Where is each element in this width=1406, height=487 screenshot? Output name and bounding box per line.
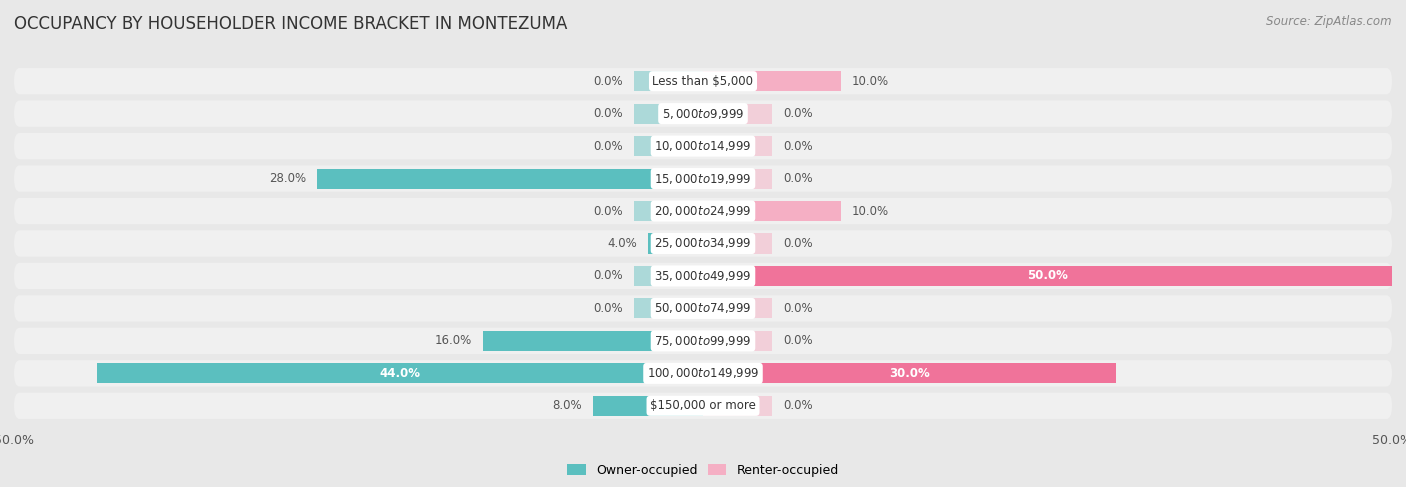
Text: Less than $5,000: Less than $5,000 [652,75,754,88]
Bar [703,104,772,124]
Text: 8.0%: 8.0% [553,399,582,412]
FancyBboxPatch shape [14,230,1392,257]
Text: 0.0%: 0.0% [783,172,813,185]
FancyBboxPatch shape [14,133,1392,159]
Bar [482,331,703,351]
Text: 10.0%: 10.0% [852,205,889,218]
Text: 0.0%: 0.0% [593,302,623,315]
Text: 0.0%: 0.0% [593,140,623,152]
Text: $15,000 to $19,999: $15,000 to $19,999 [654,171,752,186]
Text: Source: ZipAtlas.com: Source: ZipAtlas.com [1267,15,1392,28]
Bar [318,169,703,188]
Bar [593,396,703,416]
Text: 16.0%: 16.0% [434,335,471,347]
Text: 0.0%: 0.0% [593,75,623,88]
Bar [634,136,703,156]
Text: 0.0%: 0.0% [783,399,813,412]
Text: 0.0%: 0.0% [783,107,813,120]
Text: 44.0%: 44.0% [380,367,420,380]
Bar [703,71,841,91]
Text: 10.0%: 10.0% [852,75,889,88]
Text: 0.0%: 0.0% [783,335,813,347]
Bar [648,233,703,254]
Text: 0.0%: 0.0% [593,107,623,120]
Bar [634,299,703,318]
Bar [703,363,1116,383]
FancyBboxPatch shape [14,393,1392,419]
Bar [703,266,1392,286]
Bar [634,71,703,91]
Legend: Owner-occupied, Renter-occupied: Owner-occupied, Renter-occupied [562,459,844,482]
FancyBboxPatch shape [14,166,1392,192]
FancyBboxPatch shape [14,198,1392,224]
Text: 0.0%: 0.0% [593,205,623,218]
FancyBboxPatch shape [14,100,1392,127]
Text: 0.0%: 0.0% [783,237,813,250]
Text: OCCUPANCY BY HOUSEHOLDER INCOME BRACKET IN MONTEZUMA: OCCUPANCY BY HOUSEHOLDER INCOME BRACKET … [14,15,568,33]
Bar [634,201,703,221]
Text: $20,000 to $24,999: $20,000 to $24,999 [654,204,752,218]
Bar [703,233,772,254]
FancyBboxPatch shape [14,263,1392,289]
Text: 28.0%: 28.0% [269,172,307,185]
Text: $25,000 to $34,999: $25,000 to $34,999 [654,237,752,250]
Bar [703,331,772,351]
Bar [703,396,772,416]
FancyBboxPatch shape [14,328,1392,354]
Text: $50,000 to $74,999: $50,000 to $74,999 [654,301,752,316]
Bar [634,266,703,286]
FancyBboxPatch shape [14,68,1392,94]
Text: 30.0%: 30.0% [890,367,929,380]
FancyBboxPatch shape [14,360,1392,387]
Text: $35,000 to $49,999: $35,000 to $49,999 [654,269,752,283]
Text: 50.0%: 50.0% [1026,269,1069,282]
Text: $5,000 to $9,999: $5,000 to $9,999 [662,107,744,121]
Bar [634,104,703,124]
Bar [703,299,772,318]
Bar [703,136,772,156]
Text: 0.0%: 0.0% [593,269,623,282]
Text: $75,000 to $99,999: $75,000 to $99,999 [654,334,752,348]
Bar [97,363,703,383]
Text: 0.0%: 0.0% [783,140,813,152]
Bar [703,169,772,188]
Text: $10,000 to $14,999: $10,000 to $14,999 [654,139,752,153]
Text: $150,000 or more: $150,000 or more [650,399,756,412]
Text: 0.0%: 0.0% [783,302,813,315]
Bar [703,201,841,221]
Text: $100,000 to $149,999: $100,000 to $149,999 [647,366,759,380]
FancyBboxPatch shape [14,295,1392,321]
Text: 4.0%: 4.0% [607,237,637,250]
